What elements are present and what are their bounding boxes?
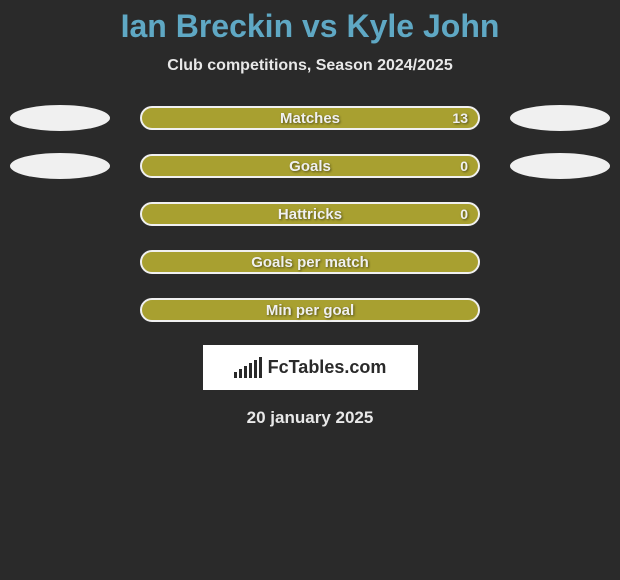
- stat-row: Hattricks 0: [0, 201, 620, 227]
- logo-text: FcTables.com: [268, 357, 387, 378]
- comparison-infographic: Ian Breckin vs Kyle John Club competitio…: [0, 0, 620, 428]
- stat-label: Min per goal: [266, 302, 354, 319]
- stat-bar: Matches 13: [140, 106, 480, 130]
- subtitle: Club competitions, Season 2024/2025: [0, 57, 620, 75]
- player-right-indicator: [510, 153, 610, 179]
- stat-row: Matches 13: [0, 105, 620, 131]
- stats-area: Matches 13 Goals 0 Hattricks 0 Goals per match…: [0, 105, 620, 323]
- stat-value: 0: [460, 158, 468, 174]
- page-title: Ian Breckin vs Kyle John: [0, 8, 620, 45]
- stat-row: Goals 0: [0, 153, 620, 179]
- stat-label: Matches: [280, 110, 340, 127]
- stat-label: Goals: [289, 158, 331, 175]
- stat-label: Goals per match: [251, 254, 369, 271]
- stat-value: 0: [460, 206, 468, 222]
- player-left-indicator: [10, 105, 110, 131]
- logo-box: FcTables.com: [203, 345, 418, 390]
- stat-bar: Hattricks 0: [140, 202, 480, 226]
- logo-chart-icon: [234, 357, 262, 378]
- stat-value: 13: [452, 110, 468, 126]
- player-left-indicator: [10, 153, 110, 179]
- stat-bar: Goals per match: [140, 250, 480, 274]
- stat-row: Goals per match: [0, 249, 620, 275]
- stat-row: Min per goal: [0, 297, 620, 323]
- stat-bar: Goals 0: [140, 154, 480, 178]
- player-right-indicator: [510, 105, 610, 131]
- date-label: 20 january 2025: [0, 408, 620, 428]
- stat-bar: Min per goal: [140, 298, 480, 322]
- stat-label: Hattricks: [278, 206, 342, 223]
